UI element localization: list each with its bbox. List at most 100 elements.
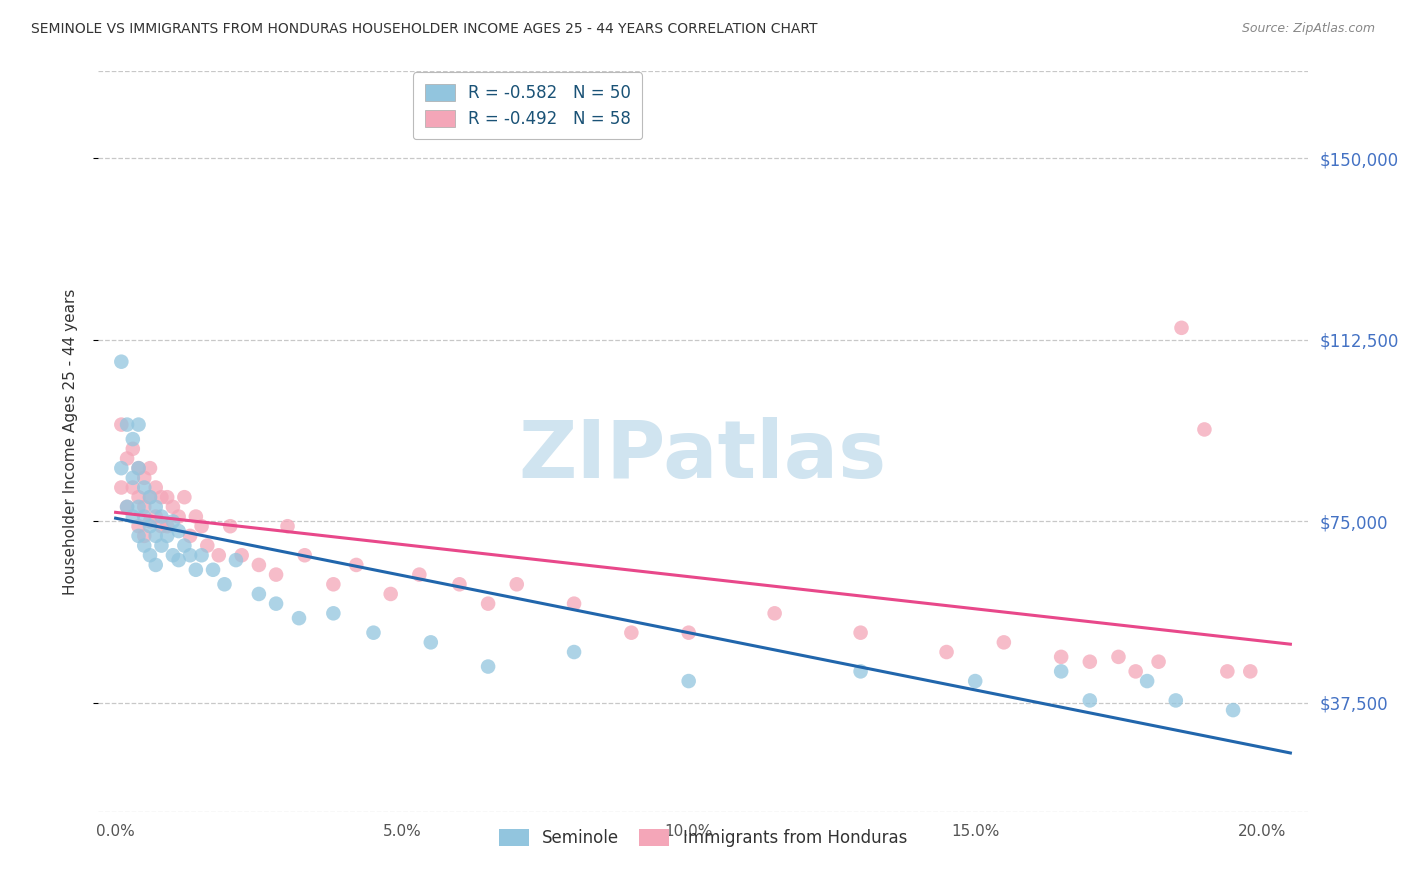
Point bbox=[121, 471, 143, 485]
Point bbox=[139, 548, 162, 562]
Point bbox=[139, 519, 162, 533]
Point bbox=[150, 539, 173, 553]
Point bbox=[477, 597, 499, 611]
Point bbox=[849, 665, 872, 679]
Point bbox=[179, 529, 201, 543]
Point bbox=[935, 645, 957, 659]
Point bbox=[110, 481, 132, 495]
Point bbox=[134, 529, 156, 543]
Point bbox=[620, 625, 643, 640]
Point bbox=[156, 529, 179, 543]
Point bbox=[322, 577, 344, 591]
Point bbox=[849, 625, 872, 640]
Point bbox=[115, 500, 138, 514]
Point bbox=[145, 481, 167, 495]
Point bbox=[145, 509, 167, 524]
Point bbox=[128, 490, 150, 504]
Point bbox=[219, 519, 242, 533]
Point bbox=[134, 481, 156, 495]
Point bbox=[1078, 655, 1101, 669]
Point bbox=[264, 567, 287, 582]
Legend: Seminole, Immigrants from Honduras: Seminole, Immigrants from Honduras bbox=[489, 819, 917, 856]
Point bbox=[139, 515, 162, 529]
Point bbox=[179, 548, 201, 562]
Point bbox=[190, 519, 212, 533]
Point bbox=[264, 597, 287, 611]
Point bbox=[1147, 655, 1170, 669]
Point bbox=[162, 515, 184, 529]
Point bbox=[150, 509, 173, 524]
Text: ZIPatlas: ZIPatlas bbox=[519, 417, 887, 495]
Y-axis label: Householder Income Ages 25 - 44 years: Householder Income Ages 25 - 44 years bbox=[63, 288, 77, 595]
Point bbox=[294, 548, 316, 562]
Point bbox=[322, 607, 344, 621]
Point bbox=[139, 490, 162, 504]
Point bbox=[993, 635, 1015, 649]
Point bbox=[477, 659, 499, 673]
Point bbox=[1164, 693, 1187, 707]
Point bbox=[167, 509, 190, 524]
Point bbox=[214, 577, 236, 591]
Point bbox=[139, 490, 162, 504]
Point bbox=[1239, 665, 1261, 679]
Point bbox=[247, 558, 270, 572]
Point bbox=[121, 442, 143, 456]
Point bbox=[288, 611, 311, 625]
Point bbox=[1107, 649, 1129, 664]
Point bbox=[121, 432, 143, 446]
Point bbox=[202, 563, 225, 577]
Point bbox=[1194, 422, 1216, 436]
Point bbox=[678, 674, 700, 689]
Point bbox=[121, 481, 143, 495]
Point bbox=[506, 577, 529, 591]
Point bbox=[965, 674, 987, 689]
Point bbox=[449, 577, 471, 591]
Point bbox=[277, 519, 299, 533]
Point bbox=[150, 519, 173, 533]
Point bbox=[173, 490, 195, 504]
Point bbox=[562, 597, 585, 611]
Point bbox=[156, 490, 179, 504]
Point bbox=[1078, 693, 1101, 707]
Point bbox=[145, 529, 167, 543]
Point bbox=[380, 587, 402, 601]
Point bbox=[134, 509, 156, 524]
Point bbox=[173, 539, 195, 553]
Point bbox=[128, 461, 150, 475]
Point bbox=[1125, 665, 1147, 679]
Point bbox=[419, 635, 441, 649]
Point bbox=[678, 625, 700, 640]
Point bbox=[110, 354, 132, 368]
Point bbox=[208, 548, 231, 562]
Point bbox=[408, 567, 430, 582]
Point bbox=[162, 500, 184, 514]
Point bbox=[110, 461, 132, 475]
Point bbox=[115, 451, 138, 466]
Point bbox=[162, 548, 184, 562]
Point bbox=[156, 519, 179, 533]
Point bbox=[145, 500, 167, 514]
Point bbox=[344, 558, 367, 572]
Point bbox=[115, 417, 138, 432]
Point bbox=[363, 625, 385, 640]
Point bbox=[134, 539, 156, 553]
Point bbox=[128, 417, 150, 432]
Point bbox=[134, 500, 156, 514]
Point bbox=[110, 417, 132, 432]
Point bbox=[128, 500, 150, 514]
Point bbox=[128, 461, 150, 475]
Point bbox=[150, 490, 173, 504]
Point bbox=[225, 553, 247, 567]
Point bbox=[562, 645, 585, 659]
Point bbox=[115, 500, 138, 514]
Point bbox=[195, 539, 218, 553]
Point bbox=[184, 509, 207, 524]
Point bbox=[1216, 665, 1239, 679]
Point bbox=[1050, 665, 1073, 679]
Point bbox=[1136, 674, 1159, 689]
Point bbox=[139, 461, 162, 475]
Point bbox=[167, 553, 190, 567]
Point bbox=[184, 563, 207, 577]
Point bbox=[128, 529, 150, 543]
Point bbox=[190, 548, 212, 562]
